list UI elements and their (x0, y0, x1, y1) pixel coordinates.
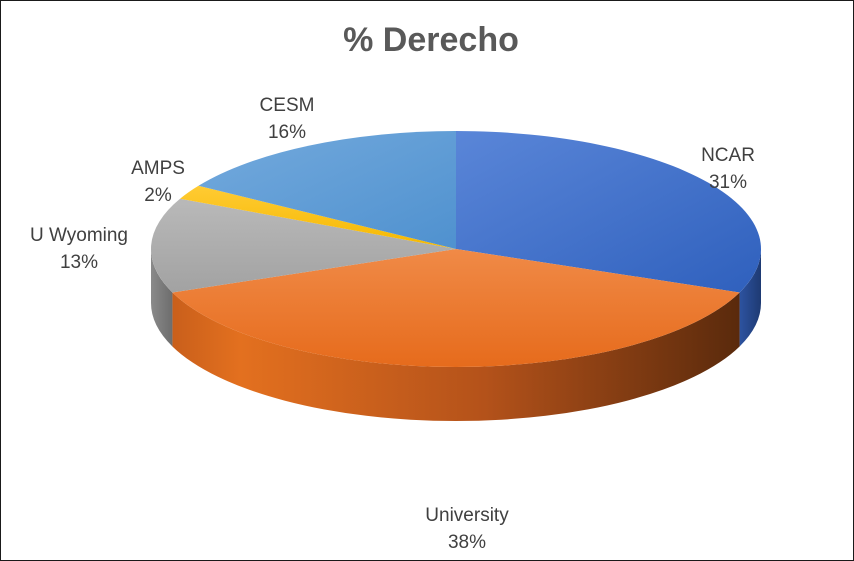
pie-slice-university (172, 249, 740, 368)
label-amps-percent: 2% (144, 185, 172, 206)
label-ncar-percent: 31% (709, 172, 747, 193)
label-university-percent: 38% (448, 532, 486, 553)
pie-sides (151, 249, 761, 422)
pie-side-u-wyoming (151, 249, 173, 347)
chart-title: % Derecho (343, 21, 519, 59)
label-ncar-name: NCAR (701, 145, 755, 166)
label-cesm-percent: 16% (268, 122, 306, 143)
label-u-wyoming-name: U Wyoming (30, 225, 128, 246)
pie-slice-ncar (456, 131, 761, 293)
pie-labels: NCAR 31% University 38% U Wyoming 13% AMPS 2% CE… (30, 95, 755, 553)
pie-slice-cesm (198, 131, 456, 249)
pie-side-ncar (739, 249, 761, 347)
label-amps-name: AMPS (131, 158, 185, 179)
label-university-name: University (425, 505, 509, 526)
pie-slices (151, 131, 761, 368)
pie-slice-amps (180, 185, 456, 249)
pie-slice-u-wyoming (151, 198, 457, 293)
pie-side-university (172, 292, 740, 422)
label-u-wyoming-percent: 13% (60, 252, 98, 273)
label-cesm-name: CESM (260, 95, 315, 116)
